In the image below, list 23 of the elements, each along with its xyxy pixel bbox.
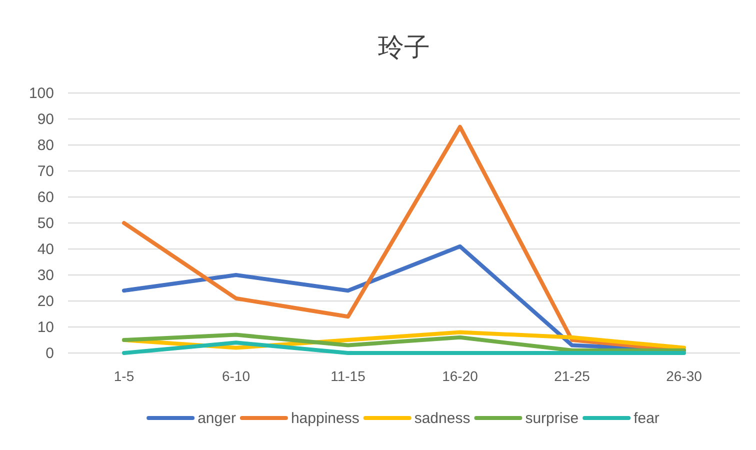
y-tick-label: 90 xyxy=(37,111,54,128)
legend-label: anger xyxy=(198,410,236,427)
legend-label: surprise xyxy=(525,410,579,427)
y-tick-label: 50 xyxy=(37,215,54,232)
y-tick-label: 20 xyxy=(37,293,54,310)
y-tick-label: 30 xyxy=(37,267,54,284)
chart-title: 玲子 xyxy=(378,32,430,62)
y-tick-label: 0 xyxy=(46,345,54,362)
y-tick-label: 80 xyxy=(37,137,54,154)
x-tick-label: 26-30 xyxy=(666,368,702,384)
y-tick-label: 100 xyxy=(28,85,54,102)
x-tick-label: 16-20 xyxy=(442,368,478,384)
y-tick-label: 10 xyxy=(37,319,54,336)
x-tick-label: 1-5 xyxy=(114,368,134,384)
x-tick-label: 6-10 xyxy=(222,368,250,384)
legend-label: happiness xyxy=(290,410,360,427)
legend-label: sadness xyxy=(414,410,470,427)
x-tick-label: 11-15 xyxy=(330,368,366,384)
x-tick-label: 21-25 xyxy=(554,368,590,384)
y-tick-label: 70 xyxy=(37,163,54,180)
y-tick-label: 60 xyxy=(37,189,54,206)
y-tick-label: 40 xyxy=(37,241,54,258)
legend-label: fear xyxy=(634,410,660,427)
